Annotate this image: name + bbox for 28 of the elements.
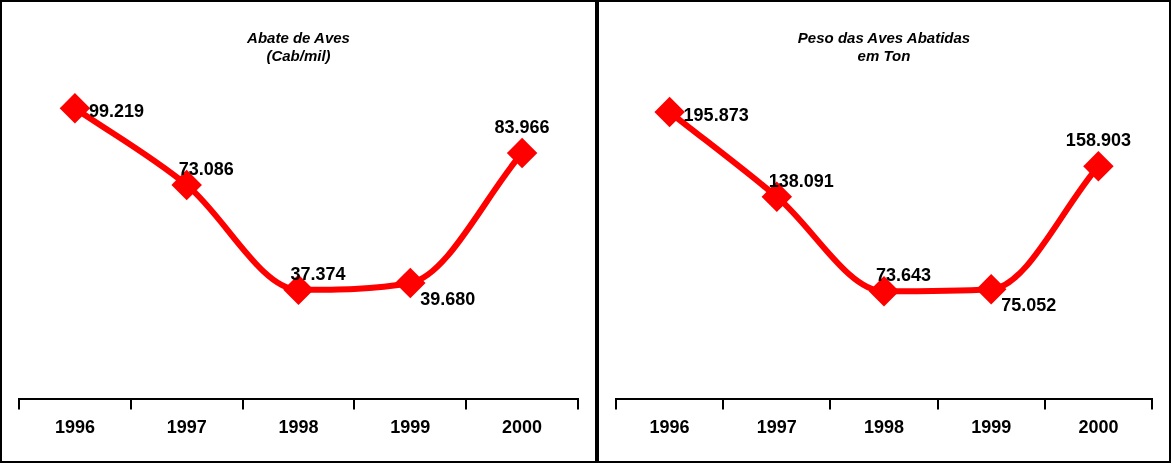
data-label: 73.643 — [876, 265, 932, 286]
x-tick-label: 1997 — [166, 417, 207, 438]
data-label: 73.086 — [178, 158, 234, 179]
data-label: 37.374 — [290, 263, 346, 284]
x-tick-label: 2000 — [502, 417, 543, 438]
x-tick-label: 1999 — [971, 417, 1012, 438]
point — [508, 139, 537, 168]
point — [1084, 152, 1113, 181]
x-tick-label: 1998 — [863, 417, 905, 438]
x-tick-label: 2000 — [1078, 417, 1119, 438]
data-label: 39.680 — [420, 288, 476, 309]
x-tick-label: 1999 — [390, 417, 431, 438]
text: Abate de Aves — [247, 29, 350, 47]
data-label: 75.052 — [1001, 295, 1057, 316]
data-label: 99.219 — [88, 101, 144, 122]
data-label: 138.091 — [768, 170, 834, 191]
point — [655, 98, 684, 127]
x-tick-label: 1997 — [756, 417, 797, 438]
x-tick-label: 1998 — [278, 417, 319, 438]
text: em Ton — [857, 47, 911, 65]
x-tick-label: 1996 — [54, 417, 95, 438]
data-label: 83.966 — [494, 117, 550, 138]
text: (Cab/mil) — [266, 47, 331, 65]
text: Peso das Aves Abatidas — [797, 29, 971, 47]
point — [60, 94, 89, 123]
data-label: 195.873 — [683, 105, 749, 126]
data-label: 158.903 — [1065, 130, 1131, 151]
x-tick-label: 1996 — [649, 417, 690, 438]
